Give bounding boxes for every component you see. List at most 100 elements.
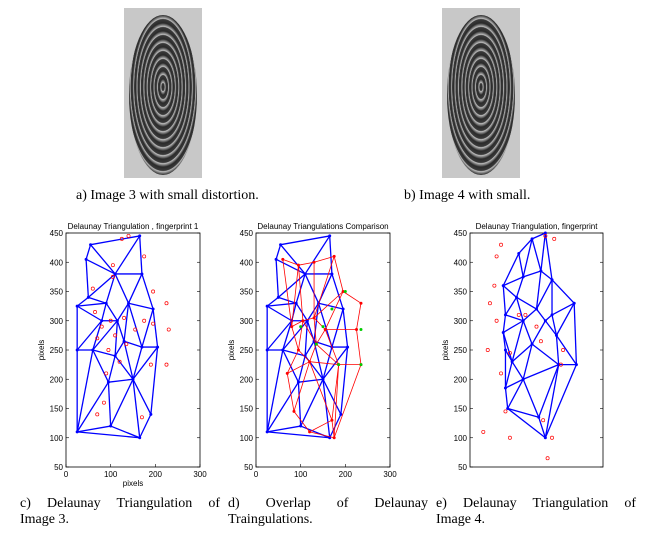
vertex-dot: [76, 430, 79, 433]
minutia-circle: [143, 255, 146, 258]
minutia-circle: [495, 319, 498, 322]
y-tick-label: 150: [50, 405, 64, 414]
triangulation-edge: [115, 321, 117, 356]
y-tick-label: 150: [240, 405, 254, 414]
vertex-dot: [123, 340, 126, 343]
vertex-dot: [91, 349, 94, 352]
x-tick-label: 200: [149, 470, 163, 479]
minutia-circle: [482, 430, 485, 433]
vertex-dot: [333, 436, 336, 439]
vertex-dot: [555, 334, 558, 337]
y-tick-label: 450: [240, 229, 254, 238]
caption: d) Overlap of Delaunay Traingulations.: [228, 496, 428, 528]
caption: c) Delaunay Triangulation of Image 3.: [20, 496, 220, 528]
triangulation-edge: [532, 344, 559, 364]
triangulation-edge: [111, 379, 133, 426]
minutia-circle: [111, 264, 114, 267]
triangulation-edge: [129, 274, 142, 303]
vertex-dot: [359, 328, 362, 331]
minutia-circle: [107, 348, 110, 351]
triangulation-edge: [537, 271, 541, 309]
vertex-dot: [342, 308, 345, 311]
plot: 501001502002503003504004500100200300Dela…: [37, 222, 207, 488]
figure: 501001502002503003504004500100200300Dela…: [0, 0, 646, 533]
minutia-circle: [105, 372, 108, 375]
vertex-dot: [89, 243, 92, 246]
vertex-dot: [355, 328, 358, 331]
triangulation-edge: [117, 321, 124, 341]
triangulation-edge: [343, 309, 347, 347]
minutia-circle: [96, 413, 99, 416]
vertex-dot: [346, 346, 349, 349]
vertex-dot: [85, 258, 88, 261]
vertex-dot: [315, 343, 318, 346]
triangulation-edge: [124, 341, 142, 347]
triangulation-edge: [108, 356, 115, 382]
vertex-dot: [107, 381, 110, 384]
triangulation-edge: [523, 379, 539, 417]
triangulation-edge: [115, 236, 140, 274]
triangulation-edge: [276, 245, 280, 260]
vertex-dot: [333, 255, 336, 258]
triangulation-edge: [357, 330, 361, 365]
vertex-dot: [76, 349, 79, 352]
vertex-dot: [544, 319, 547, 322]
vertex-dot: [504, 349, 507, 352]
triangulation-edge: [298, 379, 323, 382]
vertex-dot: [127, 302, 130, 305]
triangulation-edge: [332, 365, 339, 421]
triangulation-edge: [86, 259, 88, 297]
vertex-dot: [138, 234, 141, 237]
minutia-circle: [499, 372, 502, 375]
vertex-dot: [359, 302, 362, 305]
y-tick-label: 50: [244, 463, 253, 472]
vertex-dot: [502, 284, 505, 287]
vertex-dot: [292, 410, 295, 413]
triangulation-edge: [294, 411, 310, 431]
triangulation-edge: [505, 388, 507, 408]
caption: a) Image 3 with small distortion.: [76, 188, 259, 204]
triangulation-edge: [532, 321, 545, 344]
vertex-dot: [297, 264, 300, 267]
y-axis-label: pixels: [37, 340, 46, 360]
triangulation-edge: [532, 239, 541, 271]
triangulation-edge: [532, 233, 545, 239]
vertex-dot: [308, 360, 311, 363]
x-tick-label: 0: [64, 470, 69, 479]
vertex-dot: [504, 313, 507, 316]
triangulation-edge: [503, 286, 516, 298]
minutia-circle: [167, 328, 170, 331]
triangulation-edge: [93, 350, 115, 356]
vertex-dot: [573, 302, 576, 305]
triangulation-edge: [77, 303, 106, 306]
vertex-dot: [297, 349, 300, 352]
y-tick-label: 300: [454, 317, 468, 326]
vertex-dot: [279, 243, 282, 246]
y-tick-label: 400: [50, 258, 64, 267]
vertex-dot: [531, 343, 534, 346]
minutia-circle: [122, 316, 125, 319]
vertex-dot: [322, 378, 325, 381]
vertex-dot: [313, 316, 316, 319]
y-tick-label: 300: [50, 317, 64, 326]
triangulation-edge: [537, 309, 546, 321]
y-tick-label: 400: [240, 258, 254, 267]
vertex-dot: [551, 313, 554, 316]
minutia-circle: [508, 436, 511, 439]
triangulation-edge: [91, 245, 116, 274]
vertex-dot: [544, 436, 547, 439]
triangulation-edge: [129, 303, 142, 347]
vertex-dot: [266, 305, 269, 308]
triangulation-edge: [574, 303, 576, 364]
plot: 501001502002503003504004500100200300Dela…: [227, 222, 397, 479]
x-tick-label: 100: [104, 470, 118, 479]
x-tick-label: 200: [339, 470, 353, 479]
triangulation-edge: [276, 259, 278, 297]
triangulation-edge: [343, 292, 361, 304]
plot-title: Delaunay Triangulation , fingerprint 1: [68, 222, 199, 231]
triangulation-edge: [86, 259, 115, 274]
triangulation-edge: [133, 347, 158, 379]
vertex-dot: [522, 319, 525, 322]
figure-page: 501001502002503003504004500100200300Dela…: [0, 0, 646, 533]
vertex-dot: [531, 237, 534, 240]
